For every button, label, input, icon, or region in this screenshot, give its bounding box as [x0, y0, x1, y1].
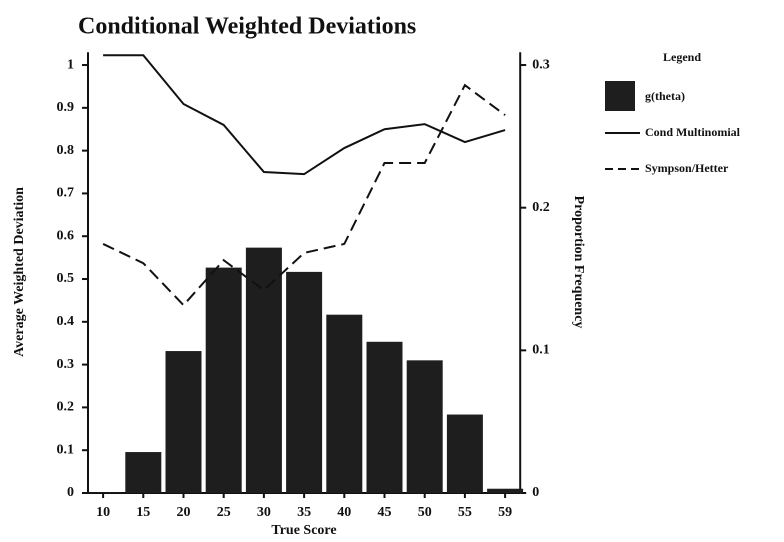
bar	[85, 492, 122, 493]
y-tick-label: 0.1	[57, 442, 75, 457]
legend-title: Legend	[663, 50, 701, 64]
y2-axis-label: Proportion Frequency	[571, 196, 586, 329]
y-tick-label: 0.7	[57, 186, 75, 201]
x-tick-label: 50	[418, 505, 432, 520]
bar	[205, 267, 242, 493]
y-tick-label: 0.6	[57, 228, 75, 243]
y-tick-label: 0.4	[57, 314, 75, 329]
y-tick-label: 0.9	[57, 100, 75, 115]
y-axis-label: Average Weighted Deviation	[12, 187, 27, 357]
x-tick-label: 25	[217, 505, 231, 520]
bar	[165, 351, 202, 493]
x-tick-label: 20	[177, 505, 191, 520]
x-tick-label: 30	[257, 505, 271, 520]
legend-label: g(theta)	[645, 89, 685, 103]
y2-tick-label: 0.3	[532, 57, 550, 72]
y-tick-label: 0.3	[57, 357, 75, 372]
legend-swatch	[605, 81, 635, 111]
x-tick-label: 35	[297, 505, 311, 520]
x-tick-label: 10	[96, 505, 110, 520]
chart-title: Conditional Weighted Deviations	[78, 14, 416, 40]
line	[103, 54, 506, 176]
bar	[487, 488, 524, 493]
x-tick-label: 40	[337, 505, 351, 520]
bar	[446, 414, 483, 493]
x-tick-label: 55	[458, 505, 472, 520]
bar	[366, 341, 403, 493]
x-tick-label: 59	[498, 505, 512, 520]
y2-tick-label: 0	[532, 485, 539, 500]
x-tick-label: 45	[378, 505, 392, 520]
legend-label: Cond Multinomial	[645, 125, 741, 139]
line	[102, 83, 506, 307]
y2-tick-label: 0.2	[532, 200, 550, 215]
legend-label: Sympson/Hetter	[645, 161, 729, 175]
y2-tick-label: 0.1	[532, 343, 550, 358]
y-tick-label: 0.2	[57, 400, 75, 415]
bar	[125, 452, 162, 493]
x-tick-label: 15	[136, 505, 150, 520]
bar	[326, 314, 363, 493]
y-tick-label: 0.5	[57, 271, 75, 286]
bar	[286, 271, 323, 493]
bar	[406, 360, 443, 493]
y-tick-label: 0.8	[57, 143, 75, 158]
y-tick-label: 1	[67, 57, 74, 72]
bar	[245, 247, 282, 493]
y-tick-label: 0	[67, 485, 74, 500]
x-axis-label: True Score	[271, 523, 336, 538]
